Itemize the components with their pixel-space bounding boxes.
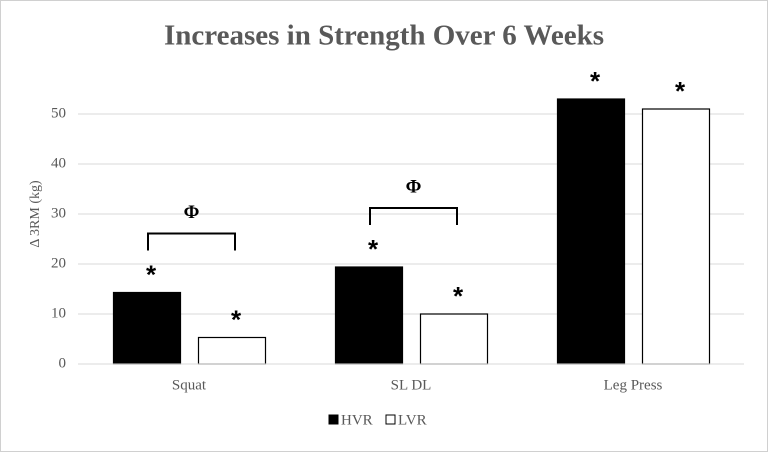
bracket-label: Φ [406, 176, 422, 197]
significance-marker: * [453, 281, 464, 311]
legend-label: LVR [398, 412, 427, 428]
bar [197, 336, 267, 365]
bar [419, 313, 489, 365]
significance-marker: * [675, 76, 686, 106]
y-tick-label: 40 [51, 155, 66, 171]
bar [112, 291, 182, 365]
bracket-label: Φ [184, 202, 200, 223]
legend-label: HVR [341, 412, 373, 428]
y-tick-label: 30 [51, 205, 66, 221]
y-tick-label: 10 [51, 305, 66, 321]
bar [641, 108, 711, 365]
bracket [369, 207, 458, 225]
bar [334, 266, 404, 365]
y-axis-label: Δ 3RM (kg) [28, 180, 43, 248]
significance-marker: * [590, 66, 601, 96]
y-tick-label: 20 [51, 255, 66, 271]
y-tick-label: 50 [51, 105, 66, 121]
bracket [147, 232, 236, 251]
y-tick-label: 0 [59, 355, 67, 371]
x-tick-label: SL DL [391, 377, 432, 393]
significance-marker: * [231, 304, 242, 334]
legend-swatch [328, 414, 339, 425]
legend-swatch [385, 414, 396, 425]
significance-marker: * [146, 259, 157, 289]
significance-marker: * [368, 234, 379, 264]
x-tick-label: Squat [172, 377, 207, 393]
x-tick-label: Leg Press [604, 377, 663, 393]
bar [556, 98, 626, 365]
chart-title: Increases in Strength Over 6 Weeks [164, 20, 604, 52]
